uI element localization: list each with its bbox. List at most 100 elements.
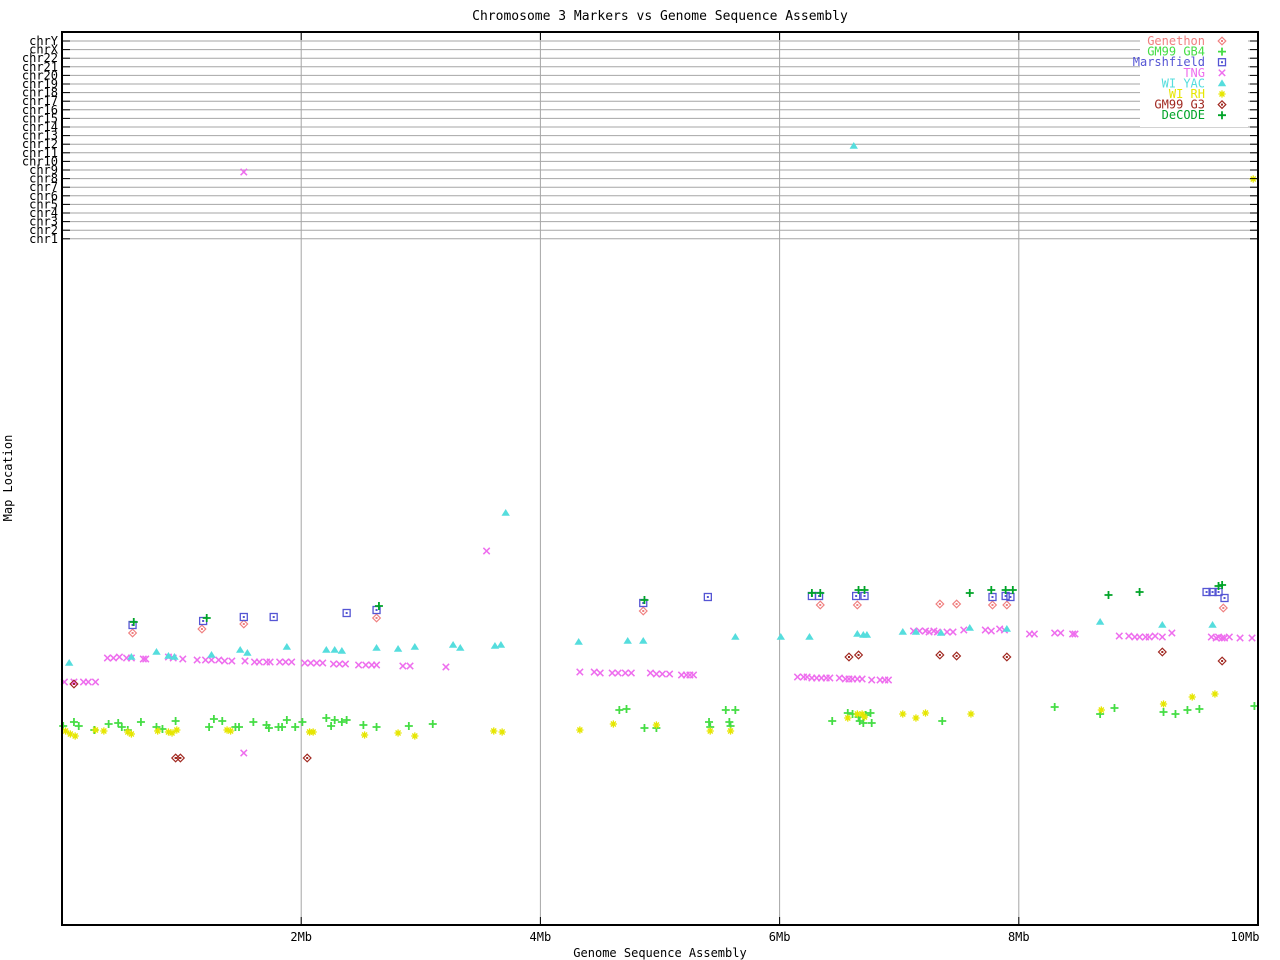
chromosome-label: chr17 bbox=[22, 94, 58, 108]
data-point-marshfield bbox=[1223, 597, 1226, 599]
data-point-tng bbox=[115, 653, 124, 661]
data-point-tng bbox=[1068, 630, 1077, 638]
data-point-decode bbox=[860, 586, 869, 594]
data-point-wi-rh bbox=[899, 710, 907, 718]
data-point-genethon bbox=[131, 632, 134, 634]
data-point-wi-yac bbox=[776, 633, 785, 640]
data-point-genethon bbox=[951, 599, 962, 609]
chromosome-label: chr16 bbox=[22, 103, 58, 117]
data-point-marshfield bbox=[345, 612, 348, 614]
data-point-wi-yac bbox=[574, 638, 583, 645]
data-point-gm99-g3 bbox=[1221, 660, 1224, 662]
data-point-gm99-gb4 bbox=[235, 723, 244, 731]
data-point-gm99-gb4 bbox=[205, 723, 214, 731]
x-tick-label: 6Mb bbox=[769, 930, 791, 944]
data-point-gm99-gb4 bbox=[291, 723, 300, 731]
data-point-wi-rh bbox=[1159, 700, 1168, 708]
data-point-tng bbox=[301, 659, 309, 667]
data-point-wi-rh bbox=[61, 727, 70, 735]
data-point-genethon bbox=[375, 617, 378, 619]
data-point-tng bbox=[241, 657, 249, 665]
data-point-decode bbox=[1104, 591, 1113, 599]
data-point-genethon bbox=[938, 603, 941, 605]
data-point-wi-rh bbox=[1211, 690, 1219, 698]
data-point-tng bbox=[596, 669, 604, 677]
data-point-marshfield bbox=[1205, 591, 1208, 593]
data-point-tng bbox=[307, 659, 315, 667]
data-point-gm99-gb4 bbox=[428, 720, 437, 728]
legend-label-wi-rh: WI RH bbox=[1169, 87, 1205, 101]
data-point-marshfield bbox=[202, 620, 205, 622]
data-point-wi-yac bbox=[393, 645, 403, 652]
plot-border bbox=[61, 31, 1259, 926]
data-point-tng bbox=[1135, 633, 1144, 641]
data-point-genethon bbox=[1218, 603, 1228, 613]
data-point-wi-rh bbox=[411, 732, 419, 740]
chromosome-label: chr12 bbox=[22, 137, 58, 151]
data-point-gm99-g3 bbox=[853, 650, 864, 660]
data-point-gm99-g3 bbox=[302, 753, 312, 763]
data-point-decode bbox=[965, 589, 974, 597]
data-point-tng bbox=[646, 669, 655, 677]
data-point-gm99-gb4 bbox=[859, 719, 868, 727]
data-point-tng bbox=[335, 660, 344, 668]
data-point-gm99-gb4 bbox=[104, 720, 113, 728]
data-point-gm99-g3 bbox=[935, 650, 945, 660]
data-point-genethon bbox=[242, 623, 245, 625]
data-point-marshfield bbox=[991, 596, 994, 598]
data-point-genethon bbox=[819, 604, 822, 606]
chromosome-label: chr20 bbox=[22, 68, 58, 82]
data-point-decode bbox=[807, 589, 816, 597]
data-point-tng bbox=[793, 673, 802, 681]
data-point-wi-yac bbox=[372, 644, 381, 651]
data-point-tng bbox=[193, 656, 201, 664]
data-point-tng bbox=[1236, 634, 1244, 642]
chromosome-label: chr7 bbox=[29, 180, 58, 194]
legend-label-wi-yac: WI YAC bbox=[1162, 76, 1205, 90]
data-point-marshfield bbox=[342, 608, 351, 618]
data-point-tng bbox=[987, 627, 996, 635]
data-point-tng bbox=[482, 547, 491, 555]
chromosome-label: chr14 bbox=[22, 120, 58, 134]
data-point-tng bbox=[281, 658, 290, 666]
data-point-gm99-gb4 bbox=[622, 705, 631, 713]
legend-marker-marshfield bbox=[1217, 58, 1227, 67]
data-point-genethon bbox=[1222, 607, 1225, 609]
data-point-gm99-gb4 bbox=[171, 717, 180, 725]
data-point-tng bbox=[665, 670, 674, 678]
data-point-gm99-g3 bbox=[1217, 656, 1227, 666]
data-point-genethon bbox=[127, 628, 138, 638]
data-point-wi-yac bbox=[170, 653, 179, 660]
x-tick-label: 4Mb bbox=[530, 930, 552, 944]
data-point-tng bbox=[835, 674, 844, 682]
data-point-marshfield bbox=[851, 591, 861, 601]
data-point-genethon bbox=[197, 624, 207, 634]
data-point-gm99-gb4 bbox=[615, 706, 624, 714]
data-point-wi-rh bbox=[576, 726, 584, 734]
data-point-wi-rh bbox=[726, 727, 735, 735]
data-point-wi-yac bbox=[236, 646, 245, 653]
data-point-marshfield bbox=[375, 609, 378, 611]
data-point-gm99-g3 bbox=[69, 679, 79, 689]
data-point-tng bbox=[220, 657, 229, 665]
chromosome-label: chr9 bbox=[29, 163, 58, 177]
data-point-marshfield bbox=[1217, 591, 1220, 593]
data-point-genethon bbox=[239, 619, 249, 629]
data-point-wi-rh bbox=[360, 731, 369, 739]
data-point-gm99-g3 bbox=[955, 655, 958, 657]
data-point-marshfield bbox=[1009, 596, 1012, 598]
data-point-tng bbox=[207, 656, 216, 664]
data-point-tng bbox=[1225, 633, 1234, 641]
data-point-marshfield bbox=[272, 616, 275, 618]
data-point-gm99-gb4 bbox=[322, 714, 331, 722]
data-point-wi-yac bbox=[501, 509, 510, 516]
data-point-wi-rh bbox=[844, 714, 852, 722]
data-point-tng bbox=[109, 654, 118, 662]
legend-label-tng: TNG bbox=[1183, 66, 1205, 80]
data-point-wi-yac bbox=[862, 631, 872, 638]
data-point-tng bbox=[139, 655, 148, 663]
y-axis-label: Map Location bbox=[1, 435, 15, 522]
data-point-marshfield bbox=[239, 612, 248, 622]
data-point-wi-yac bbox=[207, 651, 216, 658]
data-point-wi-yac bbox=[490, 642, 500, 649]
